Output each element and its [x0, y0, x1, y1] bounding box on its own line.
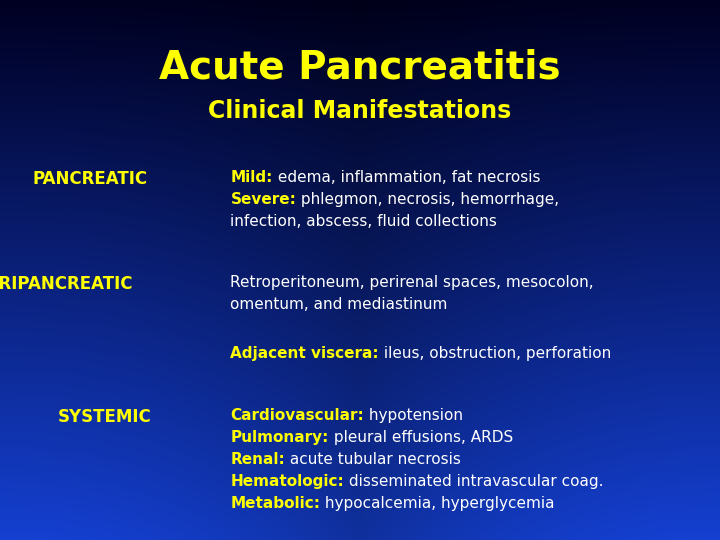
Text: Adjacent viscera:: Adjacent viscera:	[230, 346, 379, 361]
Text: infection, abscess, fluid collections: infection, abscess, fluid collections	[230, 214, 498, 229]
Text: edema, inflammation, fat necrosis: edema, inflammation, fat necrosis	[273, 170, 540, 185]
Text: acute tubular necrosis: acute tubular necrosis	[285, 451, 461, 467]
Text: PANCREATIC: PANCREATIC	[32, 170, 148, 188]
Text: Severe:: Severe:	[230, 192, 296, 207]
Text: Retroperitoneum, perirenal spaces, mesocolon,: Retroperitoneum, perirenal spaces, mesoc…	[230, 275, 594, 291]
Text: Pulmonary:: Pulmonary:	[230, 430, 329, 445]
Text: disseminated intravascular coag.: disseminated intravascular coag.	[344, 474, 603, 489]
Text: Acute Pancreatitis: Acute Pancreatitis	[159, 49, 561, 86]
Text: Clinical Manifestations: Clinical Manifestations	[208, 99, 512, 123]
Text: Mild:: Mild:	[230, 170, 273, 185]
Text: Cardiovascular:: Cardiovascular:	[230, 408, 364, 423]
Text: pleural effusions, ARDS: pleural effusions, ARDS	[329, 430, 513, 445]
Text: phlegmon, necrosis, hemorrhage,: phlegmon, necrosis, hemorrhage,	[296, 192, 559, 207]
Text: hypotension: hypotension	[364, 408, 463, 423]
Text: SYSTEMIC: SYSTEMIC	[58, 408, 151, 426]
Text: PERIPANCREATIC: PERIPANCREATIC	[0, 275, 133, 293]
Text: ileus, obstruction, perforation: ileus, obstruction, perforation	[379, 346, 611, 361]
Text: Hematologic:: Hematologic:	[230, 474, 344, 489]
Text: Metabolic:: Metabolic:	[230, 496, 320, 511]
Text: hypocalcemia, hyperglycemia: hypocalcemia, hyperglycemia	[320, 496, 555, 511]
Text: omentum, and mediastinum: omentum, and mediastinum	[230, 298, 448, 313]
Text: Renal:: Renal:	[230, 451, 285, 467]
